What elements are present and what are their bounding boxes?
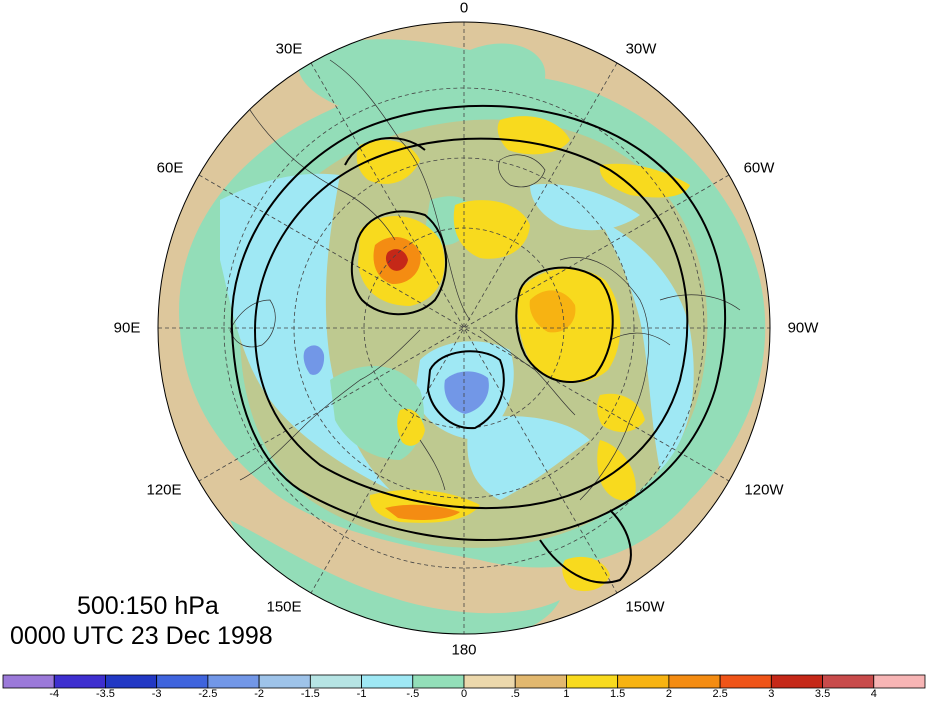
colorbar-swatch — [514, 674, 567, 689]
colorbar-tick-label: -3.5 — [95, 688, 115, 700]
positive-anomaly-namerica-se — [597, 393, 645, 432]
colorbar-swatch — [258, 674, 311, 689]
colorbar-tick-label: -1 — [356, 688, 367, 700]
positive-anomaly-namerica-core — [529, 290, 576, 333]
map-border — [157, 21, 771, 635]
colorbar-swatch — [412, 674, 465, 689]
lon-label-30e: 30E — [275, 40, 303, 58]
colorbar-swatch — [617, 674, 670, 689]
positive-anomaly-scandinavia — [356, 140, 420, 184]
blue-anomaly-south — [467, 416, 590, 500]
colorbar-tick-label: 3.5 — [814, 688, 831, 700]
colorbar-swatch — [156, 674, 209, 689]
lon-label-120w: 120W — [744, 481, 784, 499]
positive-anomaly-greenland — [599, 163, 690, 198]
deep-blue-anomaly-west — [303, 345, 325, 375]
polar-stereographic-map — [157, 21, 771, 635]
blue-anomaly-north — [530, 184, 640, 231]
positive-anomaly-europe-max — [385, 249, 408, 271]
colorbar-swatch — [770, 674, 823, 689]
colorbar-swatch — [719, 674, 772, 689]
colorbar-tick-label: 1 — [563, 688, 570, 700]
colorbar-tick-label: 2 — [665, 688, 672, 700]
colorbar-tick-label: -.5 — [406, 688, 420, 700]
colorbar-swatch — [105, 674, 158, 689]
coastlines — [229, 59, 741, 501]
lon-label-150e: 150E — [266, 598, 302, 616]
colorbar-tick-label: 0 — [460, 688, 468, 700]
colorbar-swatch — [566, 674, 619, 689]
colorbar-swatch — [822, 674, 875, 689]
lon-label-60w: 60W — [743, 159, 775, 177]
lon-label-30w: 30W — [625, 40, 657, 58]
caption-levels: 500:150 hPa — [77, 592, 219, 620]
caption-time: 0000 UTC 23 Dec 1998 — [10, 622, 273, 650]
lon-label-120e: 120E — [146, 481, 182, 499]
colorbar-tick-label: 1.5 — [610, 688, 626, 700]
colorbar-swatch — [873, 674, 926, 689]
blue-anomaly-west — [220, 173, 390, 490]
colorbar-tick-label: 4 — [870, 688, 877, 700]
lon-label-60e: 60E — [156, 159, 184, 177]
colorbar — [2, 674, 926, 689]
lon-label-150w: 150W — [625, 598, 665, 616]
colorbar-tick-label: -3 — [151, 688, 162, 700]
colorbar-tick-label: 2.5 — [712, 688, 728, 700]
lon-label-90w: 90W — [787, 319, 819, 337]
colorbar-swatch — [668, 674, 721, 689]
colorbar-swatch — [463, 674, 516, 689]
colorbar-swatch — [361, 674, 414, 689]
positive-anomaly-siberia — [397, 408, 425, 446]
positive-anomaly-atlantic-n — [497, 116, 570, 155]
colorbar-tick-label: -1.5 — [300, 688, 320, 700]
colorbar-swatch — [207, 674, 260, 689]
deep-blue-anomaly-center — [444, 371, 489, 414]
colorbar-swatch — [53, 674, 106, 689]
colorbar-swatch — [309, 674, 362, 689]
green-anomaly-topleft — [298, 39, 546, 110]
colorbar-tick-label: -2 — [254, 688, 264, 700]
positive-anomaly-atlantic — [453, 200, 530, 259]
lon-label-0: 0 — [459, 0, 469, 17]
colorbar-tick-label: -2.5 — [198, 688, 218, 700]
colorbar-tick-label: 3 — [768, 688, 775, 700]
lon-label-180: 180 — [451, 641, 477, 659]
colorbar-swatch — [2, 674, 55, 689]
colorbar-tick-label: .5 — [510, 688, 520, 700]
lon-label-90e: 90E — [113, 319, 141, 337]
height-contours — [230, 104, 726, 584]
positive-anomaly-pacific-core — [385, 504, 460, 520]
colorbar-tick-label: -4 — [49, 688, 60, 700]
